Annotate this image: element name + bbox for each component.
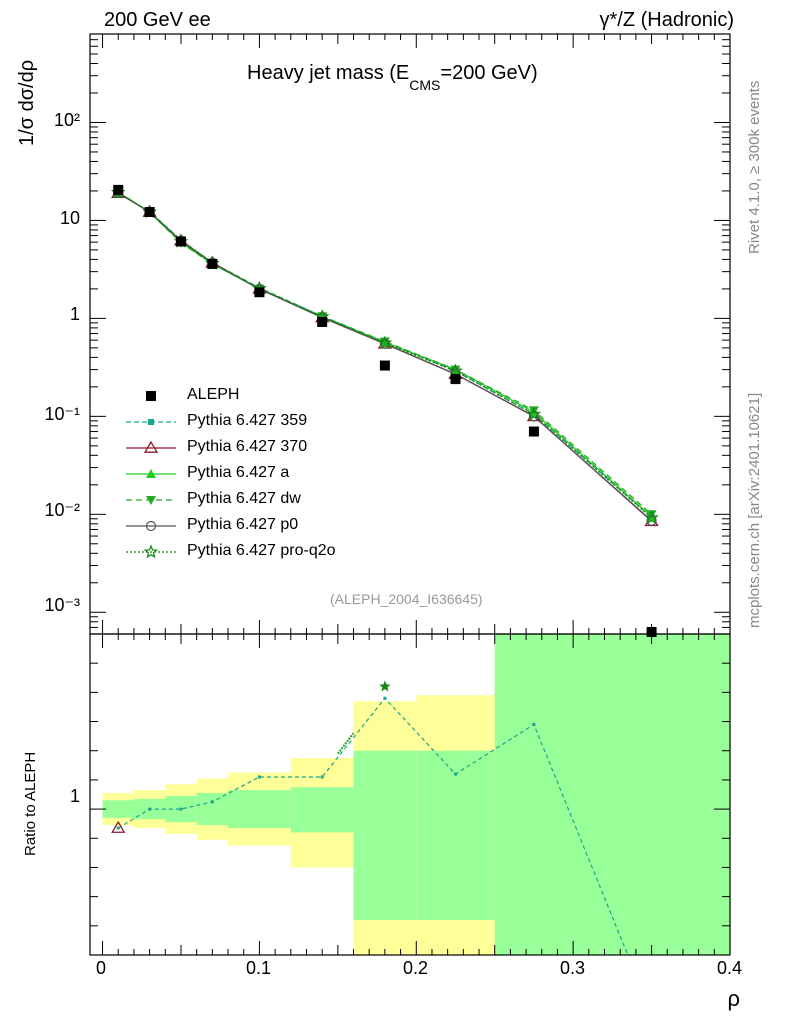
- ratio-inner-band-4: [228, 790, 291, 829]
- upper-series-markers: [110, 184, 659, 637]
- axis-ticks: [90, 33, 731, 956]
- ratio-point: [210, 800, 214, 804]
- series-5-point: [448, 363, 463, 378]
- legend-label-359: Pythia 6.427 359: [187, 412, 308, 429]
- x-tick-label: 0.3: [560, 958, 586, 978]
- series-5-point: [526, 406, 542, 421]
- ratio-series-line: [117, 697, 629, 956]
- legend-label-dw: Pythia 6.427 dw: [187, 490, 301, 507]
- series-3-point: [528, 406, 539, 416]
- ratio-uncertainty-bands: [102, 634, 730, 955]
- legend-marker-5: [143, 544, 159, 559]
- ratio-y-axis-label: Ratio to ALEPH: [22, 751, 39, 856]
- header-right-label: γ*/Z (Hadronic): [599, 9, 734, 31]
- legend-marker-2: [146, 469, 156, 478]
- series-3-point: [646, 510, 657, 520]
- y-tick-label: 10²: [53, 110, 80, 130]
- analysis-watermark: (ALEPH_2004_I636645): [330, 591, 483, 607]
- upper-series-lines: [117, 191, 653, 522]
- upper-y-axis-label: 1/σ dσ/dρ: [16, 59, 38, 146]
- aleph-data-point: [450, 374, 461, 385]
- ratio-point: [257, 775, 261, 779]
- ratio-inner-band-6: [353, 750, 417, 920]
- ratio-point: [179, 807, 183, 811]
- series-4-point: [528, 411, 540, 422]
- header-left-label: 200 GeV ee: [104, 9, 211, 31]
- y-tick-label: 10⁻¹: [44, 404, 80, 424]
- ratio-point: [320, 775, 324, 779]
- series-4-point: [646, 515, 657, 526]
- legend-label-p0: Pythia 6.427 p0: [187, 516, 299, 533]
- ratio-marker-pro-q2o: [379, 680, 391, 692]
- series-line-5: [117, 191, 653, 519]
- ratio-inner-band-7: [416, 750, 495, 920]
- legend-label-370: Pythia 6.427 370: [187, 438, 308, 455]
- legend-label-a: Pythia 6.427 a: [187, 464, 290, 481]
- x-tick-label: 0.2: [403, 958, 429, 978]
- aleph-data-point: [317, 316, 328, 327]
- legend-marker-4: [145, 520, 157, 532]
- y-tick-label: 10⁻²: [44, 500, 80, 520]
- x-tick-label: 0.1: [246, 958, 272, 978]
- aleph-data-point: [254, 287, 265, 298]
- upper-plot-frame: [89, 33, 731, 635]
- aleph-data-point: [113, 184, 124, 195]
- series-5-point: [377, 335, 393, 350]
- y-tick-label: 10⁻³: [44, 595, 80, 615]
- mcplots-url-note: mcplots.cern.ch [arXiv:2401.10621]: [746, 392, 763, 628]
- legend-marker-3: [146, 496, 156, 505]
- ratio-point: [116, 826, 120, 830]
- ratio-marker-370: [111, 820, 126, 833]
- ratio-segment: [337, 732, 355, 755]
- y-tick-label: 1: [69, 304, 80, 324]
- x-tick-label: 0.4: [717, 958, 743, 978]
- ratio-inner-band-3: [196, 793, 229, 826]
- series-line-4: [117, 192, 653, 522]
- legend-marker-1: [143, 440, 159, 453]
- ratio-point: [532, 722, 536, 726]
- rivet-version-note: Rivet 4.1.0, ≥ 300k events: [746, 80, 763, 254]
- ratio-inner-band-8: [494, 634, 574, 955]
- legend-label-pro-q2o: Pythia 6.427 pro-q2o: [187, 542, 336, 559]
- aleph-data-point: [175, 236, 186, 247]
- ratio-plot-frame: [89, 633, 731, 956]
- ratio-y-tick-label: 1: [69, 786, 80, 806]
- legend-marker-data: [146, 391, 156, 401]
- series-5-point: [644, 510, 659, 525]
- ratio-point: [383, 696, 387, 700]
- legend-label-data: ALEPH: [187, 386, 240, 403]
- legend-markers: [126, 391, 176, 559]
- series-4-point: [379, 338, 391, 349]
- ratio-inner-band-0: [102, 800, 134, 818]
- ratio-inner-band-5: [290, 787, 354, 833]
- aleph-data-point: [207, 258, 218, 269]
- ratio-point: [148, 807, 152, 811]
- aleph-data-point: [528, 426, 539, 437]
- y-tick-label: 10: [59, 208, 80, 228]
- ratio-series-lines: [111, 680, 629, 956]
- x-axis-label: ρ: [727, 986, 740, 1011]
- ratio-inner-band-9: [573, 634, 730, 955]
- aleph-data-point: [379, 360, 390, 371]
- ratio-point: [453, 772, 457, 776]
- aleph-data-point: [144, 206, 155, 217]
- plot-title: Heavy jet mass (ECMS=200 GeV): [247, 62, 538, 93]
- x-tick-label: 0: [96, 958, 107, 978]
- legend-marker-0: [148, 419, 154, 425]
